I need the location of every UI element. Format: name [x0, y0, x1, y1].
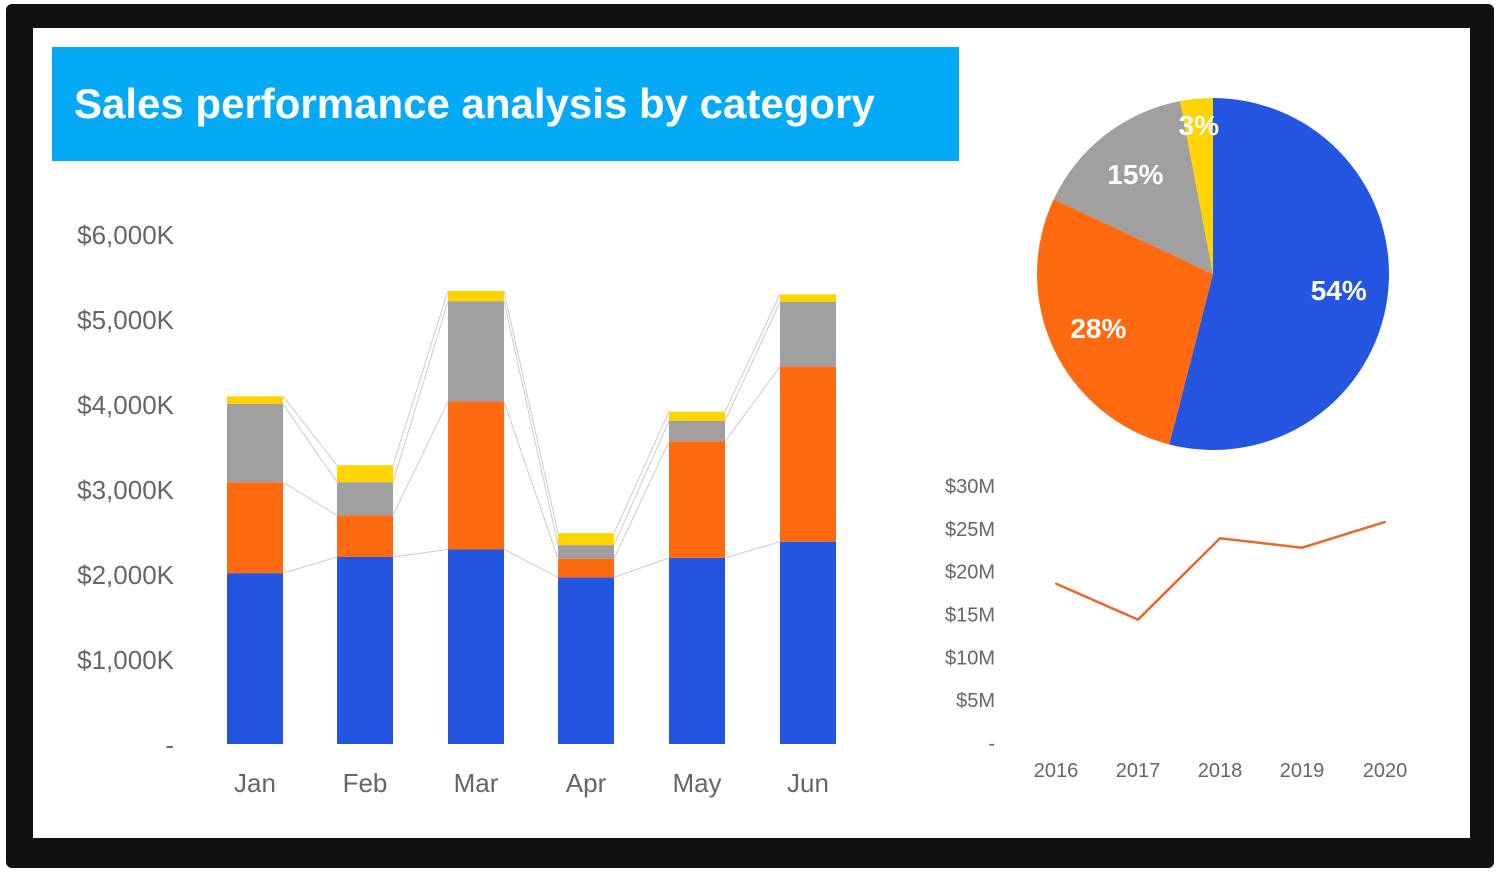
bar-segment-yellow: [227, 396, 283, 404]
bar-segment-gray: [780, 302, 836, 367]
bar-segment-yellow: [448, 290, 504, 302]
line-y-tick-label: $15M: [945, 605, 995, 627]
y-tick-label: -: [165, 730, 174, 760]
bar-segment-yellow: [558, 533, 614, 546]
x-tick-label: May: [672, 768, 721, 798]
series-connector-line: [392, 401, 449, 516]
bar-segment-orange: [558, 558, 614, 578]
y-tick-label: $5,000K: [77, 305, 175, 335]
series-connector-line: [392, 548, 449, 558]
series-connector-line: [724, 366, 781, 442]
line-x-tick-label: 2018: [1198, 760, 1243, 782]
y-tick-label: $2,000K: [77, 560, 175, 590]
line-y-tick-label: $30M: [945, 476, 995, 498]
series-connector-line: [282, 556, 338, 574]
bar-segment-blue: [669, 557, 725, 744]
line-point: [1301, 546, 1303, 549]
bar-segment-blue: [558, 577, 614, 744]
series-connector-line: [282, 403, 338, 483]
line-x-tick-label: 2019: [1280, 760, 1325, 782]
bar-segment-gray: [227, 404, 283, 483]
series-connector-line: [613, 557, 670, 578]
series-connector-line: [503, 401, 559, 559]
series-connector-line: [724, 541, 781, 559]
chart-title: Sales performance analysis by category: [74, 80, 875, 127]
line-point: [1384, 520, 1386, 523]
series-connector-line: [392, 290, 449, 466]
bar-segment-blue: [337, 557, 393, 744]
series-connector-line: [503, 301, 559, 546]
pie-slice-label: 15%: [1107, 159, 1163, 190]
bar-segment-blue: [227, 573, 283, 744]
series-connector-line: [282, 396, 338, 466]
bar-segment-yellow: [780, 294, 836, 302]
line-point: [1137, 618, 1139, 621]
series-connector-line: [503, 548, 559, 578]
x-tick-label: Feb: [343, 768, 388, 798]
title-banner: Sales performance analysis by category: [52, 47, 959, 161]
series-connector-line: [724, 294, 781, 412]
bar-segment-orange: [669, 441, 725, 558]
y-tick-label: $3,000K: [77, 475, 175, 505]
bar-segment-orange: [448, 401, 504, 550]
bar-segment-blue: [780, 541, 836, 744]
series-connector-line: [724, 301, 781, 422]
pie-slice-label: 28%: [1070, 313, 1126, 344]
bar-segment-orange: [780, 366, 836, 542]
series-connector-line: [613, 441, 670, 559]
bar-segment-yellow: [337, 465, 393, 483]
pie-slice-gray: [1053, 101, 1213, 274]
y-tick-label: $4,000K: [77, 390, 175, 420]
line-y-tick-label: $25M: [945, 519, 995, 541]
x-tick-label: Jan: [234, 768, 276, 798]
x-tick-label: Mar: [454, 768, 499, 798]
line-x-tick-label: 2020: [1363, 760, 1408, 782]
pie-slice-label: 3%: [1179, 110, 1220, 141]
series-connector-line: [392, 301, 449, 483]
line-series: [1055, 520, 1386, 622]
bar-segment-yellow: [669, 411, 725, 421]
line-point: [1055, 582, 1057, 585]
bar-segment-gray: [448, 301, 504, 402]
line-y-tick-label: -: [988, 733, 995, 755]
x-tick-label: Apr: [566, 768, 607, 798]
bar-segment-orange: [227, 482, 283, 574]
bar-segment-gray: [669, 421, 725, 442]
line-point: [1219, 537, 1221, 540]
x-tick-label: Jun: [787, 768, 829, 798]
series-connector-line: [503, 290, 559, 534]
bar-segment-gray: [337, 482, 393, 516]
line-y-tick-label: $5M: [956, 690, 995, 712]
line-y-tick-label: $20M: [945, 562, 995, 584]
line-x-tick-label: 2016: [1034, 760, 1079, 782]
series-connector-line: [282, 481, 338, 516]
bar-segment-orange: [337, 515, 393, 557]
pie-slice-yellow: [1180, 98, 1213, 274]
pie-slice-orange: [1037, 199, 1213, 445]
y-tick-label: $6,000K: [77, 220, 175, 250]
series-connector-line: [613, 411, 670, 534]
series-connector-line: [613, 420, 670, 546]
pie-slice-label: 54%: [1311, 275, 1367, 306]
line-y-tick-label: $10M: [945, 647, 995, 669]
line-x-tick-label: 2017: [1116, 760, 1161, 782]
y-tick-label: $1,000K: [77, 645, 175, 675]
bar-segment-blue: [448, 549, 504, 744]
bar-segment-gray: [558, 545, 614, 559]
pie-slice-blue: [1169, 98, 1390, 451]
